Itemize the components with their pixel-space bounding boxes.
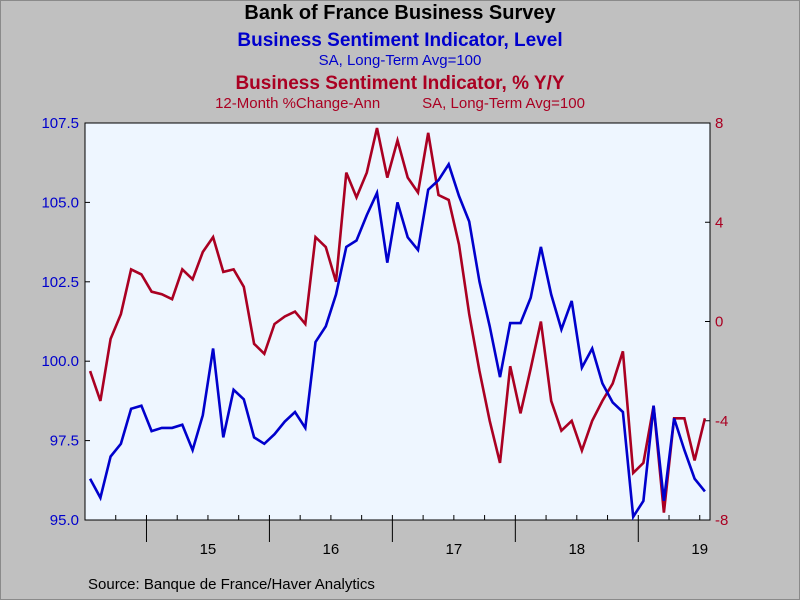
- left-tick-label: 105.0: [41, 194, 79, 211]
- series2-title: Business Sentiment Indicator, % Y/Y: [235, 73, 565, 94]
- series2-subtitle: 12-Month %Change-Ann SA, Long-Term Avg=10…: [0, 95, 800, 112]
- left-tick-label: 107.5: [41, 115, 79, 132]
- x-tick-label: 17: [446, 541, 463, 558]
- x-tick-label: 19: [691, 541, 708, 558]
- plot-area: [84, 122, 711, 521]
- series1-title: Business Sentiment Indicator, Level: [237, 30, 563, 51]
- x-axis: 15 16 17 18 19: [84, 515, 708, 558]
- chart-title: Bank of France Business Survey: [244, 2, 556, 24]
- left-tick-label: 97.5: [50, 433, 79, 450]
- x-tick-label: 16: [323, 541, 340, 558]
- right-tick-label: 0: [715, 314, 723, 331]
- x-tick-label: 15: [200, 541, 217, 558]
- left-y-axis: 95.0 97.5 100.0 102.5 105.0 107.5: [41, 115, 90, 529]
- series-lines: [88, 127, 707, 521]
- series-yoy-line: [88, 127, 707, 513]
- series1-subtitle: SA, Long-Term Avg=100: [318, 52, 482, 69]
- left-tick-label: 102.5: [41, 274, 79, 291]
- series2-subtitle-left: 12-Month %Change-Ann: [215, 95, 381, 112]
- series-level-line: [88, 161, 706, 521]
- right-y-axis: -8 -4 0 4 8: [705, 115, 728, 529]
- right-tick-label: -8: [715, 512, 728, 529]
- source-note: Source: Banque de France/Haver Analytics: [88, 576, 375, 593]
- right-tick-label: -4: [715, 413, 728, 430]
- right-tick-label: 8: [715, 115, 723, 132]
- x-tick-label: 18: [568, 541, 585, 558]
- left-tick-label: 100.0: [41, 353, 79, 370]
- left-tick-label: 95.0: [50, 512, 79, 529]
- series2-subtitle-right: SA, Long-Term Avg=100: [422, 95, 585, 112]
- right-tick-label: 4: [715, 214, 723, 231]
